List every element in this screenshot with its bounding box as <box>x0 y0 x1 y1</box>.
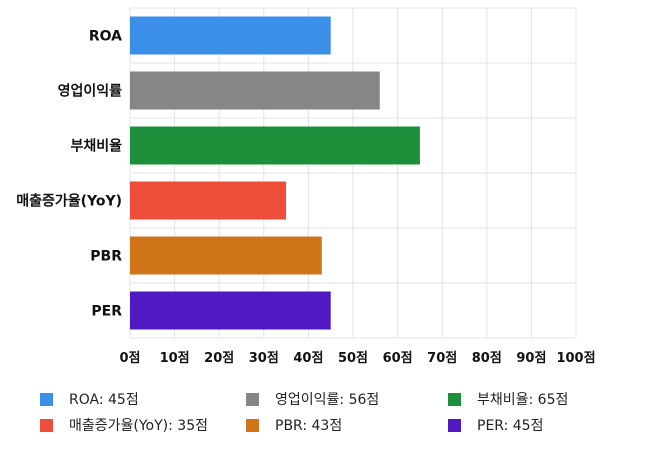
category-label: 매출증가율(YoY) <box>16 193 122 210</box>
legend-swatch <box>246 392 259 406</box>
legend-label: PBR: 43점 <box>275 418 343 434</box>
legend-swatch <box>246 418 259 432</box>
bar <box>130 126 420 165</box>
category-label: 부채비율 <box>70 138 122 155</box>
legend-swatch <box>448 392 461 406</box>
legend-label: ROA: 45점 <box>69 392 139 408</box>
legend-label: 부채비율: 65점 <box>477 392 569 408</box>
x-tick-label: 80점 <box>472 351 502 366</box>
legend-item[interactable]: PBR: 43점 <box>246 414 342 436</box>
legend-label: 매출증가율(YoY): 35점 <box>69 418 208 434</box>
x-tick-labels: 0점 10점 20점 30점 40점 50점 60점 70점 80점 90점 100점 <box>119 351 595 366</box>
x-tick-label: 0점 <box>119 351 140 366</box>
bar <box>130 236 322 275</box>
x-tick-label: 10점 <box>160 351 190 366</box>
bar <box>130 291 331 330</box>
legend-label: PER: 45점 <box>477 418 544 434</box>
legend-label: 영업이익률: 56점 <box>275 392 380 408</box>
legend-item[interactable]: 영업이익률: 56점 <box>246 388 379 410</box>
x-tick-label: 90점 <box>516 351 546 366</box>
category-label: ROA <box>89 29 122 45</box>
bar <box>130 16 331 55</box>
legend-swatch <box>448 418 461 432</box>
bar <box>130 181 287 220</box>
x-tick-label: 40점 <box>293 351 323 366</box>
x-tick-label: 60점 <box>383 351 413 366</box>
legend-swatch <box>40 392 53 406</box>
x-tick-label: 50점 <box>338 351 368 366</box>
category-label: PER <box>91 304 122 320</box>
x-tick-label: 30점 <box>249 351 279 366</box>
x-tick-label: 20점 <box>204 351 234 366</box>
legend-item[interactable]: PER: 45점 <box>448 414 543 436</box>
legend-swatch <box>40 418 53 432</box>
legend-item[interactable]: ROA: 45점 <box>40 388 139 410</box>
category-label: 영업이익률 <box>58 83 123 100</box>
x-tick-label: 70점 <box>427 351 457 366</box>
bar <box>130 71 380 110</box>
legend-item[interactable]: 매출증가율(YoY): 35점 <box>40 414 208 436</box>
legend-item[interactable]: 부채비율: 65점 <box>448 388 568 410</box>
bars <box>130 16 420 330</box>
category-label: PBR <box>90 249 122 265</box>
x-tick-label: 100점 <box>556 351 595 366</box>
grid-lines <box>129 7 577 339</box>
